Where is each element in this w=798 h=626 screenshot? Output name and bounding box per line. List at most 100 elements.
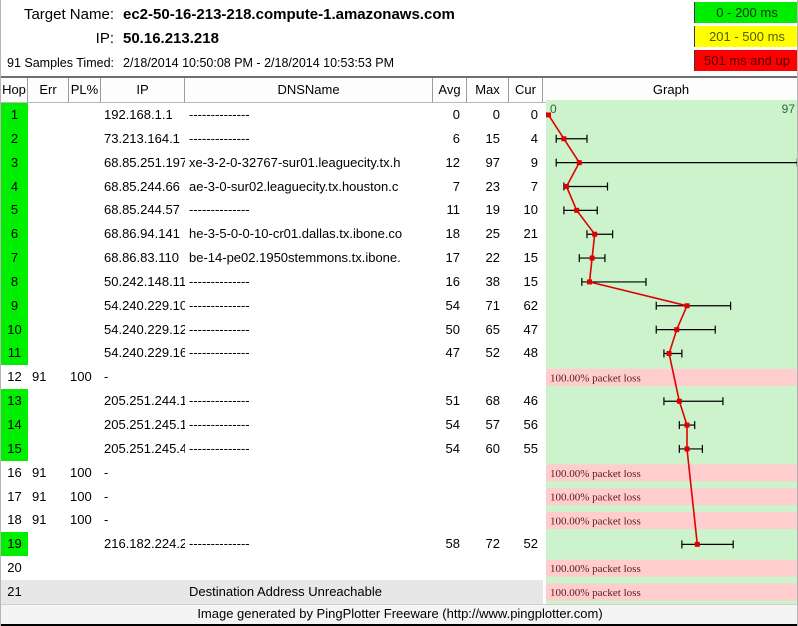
err-cell — [28, 389, 69, 413]
scale-min-label: 0 — [550, 102, 557, 116]
dns-name-cell: -------------- — [189, 416, 250, 432]
ip-cell: 68.85.244.57 — [104, 202, 180, 218]
hop-cell: 5 — [1, 198, 28, 223]
packet-loss-band — [546, 488, 797, 506]
err-cell — [28, 294, 69, 318]
table-row: 12 91 100 - — [1, 365, 543, 389]
cur-cell: 52 — [523, 536, 538, 552]
packet-loss-cell — [69, 175, 101, 199]
packet-loss-cell — [69, 246, 101, 270]
ip-label: IP: — [95, 30, 114, 47]
hop-cell: 13 — [1, 389, 28, 413]
hop-cell: 19 — [1, 532, 28, 557]
packet-loss-cell — [69, 413, 101, 437]
dns-name-cell: ae-3-0-sur02.leaguecity.tx.houston.c — [189, 178, 399, 194]
dns-name-cell: he-3-5-0-0-10-cr01.dallas.tx.ibone.co — [189, 226, 403, 242]
avg-cell: 50 — [445, 321, 460, 337]
packet-loss-cell — [69, 127, 101, 151]
avg-cell: 16 — [445, 273, 460, 289]
dns-name-cell: be-14-pe02.1950stemmons.tx.ibone. — [189, 250, 401, 266]
cur-cell: 7 — [530, 178, 538, 194]
cur-cell: 10 — [523, 202, 538, 218]
err-cell: 91 — [32, 488, 47, 504]
packet-loss-cell — [69, 437, 101, 461]
avg-cell — [433, 556, 467, 580]
hop-cell: 15 — [1, 436, 28, 461]
hop-cell: 10 — [1, 317, 28, 342]
packet-loss-cell — [69, 389, 101, 413]
dns-name-cell — [185, 461, 433, 485]
dns-name-cell — [185, 556, 433, 580]
max-cell — [467, 485, 509, 509]
max-cell: 97 — [485, 154, 500, 170]
ip-value: 50.16.213.218 — [123, 30, 219, 47]
packet-loss-label: 100.00% packet loss — [550, 516, 641, 528]
cur-cell: 21 — [523, 226, 538, 242]
hop-cell: 9 — [1, 293, 28, 318]
cur-cell: 47 — [523, 321, 538, 337]
dns-name-cell: -------------- — [189, 440, 250, 456]
max-cell: 0 — [492, 107, 500, 122]
avg-cell: 17 — [445, 250, 460, 266]
column-header-ip: IP — [101, 78, 185, 102]
hop-cell: 16 — [7, 464, 22, 480]
dns-name-cell — [185, 508, 433, 532]
packet-loss-cell — [69, 222, 101, 246]
dns-name-cell: -------------- — [189, 345, 250, 361]
avg-cell — [433, 461, 467, 485]
hop-cell: 17 — [7, 488, 22, 504]
ip-cell: 68.85.244.66 — [104, 178, 180, 194]
avg-cell: 47 — [445, 345, 460, 361]
table-row: 11 54.240.229.16 -------------- 47 52 48 — [1, 341, 543, 366]
hop-cell: 18 — [7, 512, 22, 528]
dns-name-cell: -------------- — [189, 107, 250, 122]
ip-cell: - — [104, 464, 109, 480]
column-header-hop: Hop — [1, 78, 28, 102]
err-cell — [28, 270, 69, 294]
avg-latency-dot — [684, 446, 690, 452]
cur-cell — [509, 485, 543, 509]
packet-loss-cell: 100 — [70, 464, 92, 480]
err-cell — [28, 246, 69, 270]
avg-cell: 54 — [445, 297, 460, 313]
cur-cell: 4 — [530, 130, 538, 146]
packet-loss-label: 100.00% packet loss — [550, 563, 641, 575]
err-cell: 91 — [32, 464, 47, 480]
packet-loss-label: 100.00% packet loss — [550, 468, 641, 480]
cur-cell: 15 — [523, 250, 538, 266]
dns-name-cell: -------------- — [189, 130, 250, 146]
column-header-max: Max — [467, 78, 509, 102]
dns-name-cell: -------------- — [189, 297, 250, 313]
packet-loss-band — [546, 559, 797, 577]
hop-cell: 21 — [7, 583, 22, 599]
max-cell: 65 — [485, 321, 500, 337]
column-header-graph: Graph — [652, 82, 690, 97]
footer-attribution: Image generated by PingPlotter Freeware … — [1, 604, 797, 626]
packet-loss-cell: 100 — [70, 512, 92, 528]
max-cell: 15 — [485, 130, 500, 146]
packet-loss-cell — [69, 103, 101, 127]
avg-cell: 54 — [445, 416, 460, 432]
max-cell: 71 — [485, 297, 500, 313]
packet-loss-cell — [69, 198, 101, 222]
avg-cell: 11 — [446, 202, 461, 218]
column-header-dnsname: DNSName — [185, 78, 433, 102]
avg-latency-dot — [589, 255, 595, 261]
cur-cell — [509, 556, 543, 580]
hop-cell: 1 — [1, 103, 28, 127]
dns-name-cell: -------------- — [189, 273, 250, 289]
scale-max-label: 97 — [782, 102, 796, 116]
avg-cell: 6 — [452, 130, 460, 146]
err-cell — [28, 532, 69, 556]
packet-loss-cell — [69, 532, 101, 556]
avg-cell — [433, 365, 467, 389]
avg-latency-dot — [563, 184, 569, 189]
avg-latency-dot — [666, 351, 672, 356]
dns-name-cell — [185, 365, 433, 389]
cur-cell — [509, 365, 543, 389]
legend-green-item: 0 - 200 ms — [694, 2, 797, 23]
dns-name-cell: xe-3-2-0-32767-sur01.leaguecity.tx.h — [189, 154, 401, 170]
err-cell — [28, 222, 69, 246]
err-cell — [28, 318, 69, 342]
err-cell — [28, 151, 69, 175]
